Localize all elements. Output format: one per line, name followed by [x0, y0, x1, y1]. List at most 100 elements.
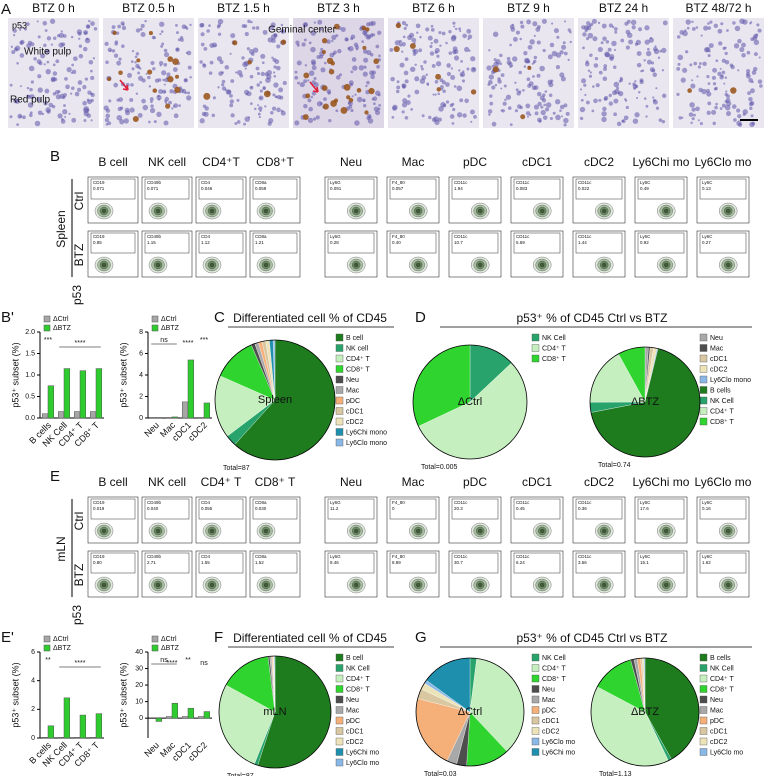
nucleus [676, 92, 680, 96]
nucleus [118, 97, 124, 102]
nucleus [354, 120, 360, 126]
nucleus [678, 116, 682, 120]
p53-nucleus [165, 103, 171, 109]
nucleus [420, 67, 424, 71]
nucleus [173, 105, 176, 108]
legend-label: Neu [346, 697, 359, 704]
nucleus [255, 26, 260, 30]
legend-label: pDC [710, 718, 724, 725]
nucleus [115, 31, 120, 35]
p53-nucleus [148, 31, 153, 36]
nucleus [753, 52, 758, 57]
legend-swatch [335, 727, 344, 735]
gate [451, 498, 499, 520]
nucleus [536, 40, 541, 45]
nucleus [171, 107, 174, 110]
nucleus [229, 94, 233, 98]
nucleus [225, 89, 232, 95]
nucleus [302, 22, 308, 28]
nucleus [708, 43, 714, 49]
nucleus [209, 60, 214, 65]
nucleus [646, 59, 652, 65]
legend-label: ΔBTZ [53, 325, 72, 332]
nucleus [592, 85, 595, 88]
contour [354, 262, 359, 268]
gate [252, 232, 298, 254]
pie-total: Total=87 [227, 773, 254, 776]
nucleus [63, 104, 66, 107]
nucleus [559, 104, 565, 110]
nucleus [313, 21, 316, 24]
p53-nucleus [343, 83, 351, 91]
nucleus [36, 96, 42, 102]
nucleus [751, 70, 757, 75]
nucleus [377, 93, 381, 97]
bar [165, 716, 173, 719]
nucleus [748, 96, 753, 102]
nucleus [216, 56, 222, 62]
nucleus [442, 89, 446, 93]
gate-value: 0.40 [392, 240, 401, 245]
nucleus [702, 61, 707, 67]
gate-name: CD11c [578, 500, 592, 505]
nucleus [445, 41, 448, 45]
nucleus [199, 60, 203, 64]
legend-label: Ly6Chi mono [346, 429, 387, 436]
nucleus [157, 78, 162, 82]
nucleus [204, 106, 209, 111]
nucleus [135, 92, 139, 95]
nucleus [280, 109, 284, 113]
nucleus [488, 113, 491, 116]
nucleus [46, 60, 50, 64]
panel-letter: A [1, 1, 11, 18]
gate-value: 0.040 [147, 506, 159, 511]
nucleus [534, 111, 539, 116]
nucleus [57, 113, 63, 119]
nucleus [366, 50, 372, 56]
nucleus [29, 113, 33, 118]
nucleus [543, 103, 546, 107]
nucleus [645, 115, 648, 118]
nucleus [335, 75, 341, 80]
p53-nucleus [132, 116, 139, 123]
nucleus [362, 71, 368, 77]
nucleus [326, 39, 331, 44]
gate-name: F4_80 [392, 234, 405, 239]
gate-name: CD49b [147, 234, 162, 239]
nucleus [583, 83, 587, 87]
gate [699, 498, 747, 520]
gate-value: 0.49 [640, 186, 649, 191]
nucleus [526, 77, 531, 82]
legend-swatch [335, 407, 344, 415]
nucleus [43, 43, 47, 48]
legend-label: cDC1 [346, 728, 364, 735]
nucleus [245, 93, 248, 96]
nucleus [158, 89, 164, 95]
nucleus [187, 65, 192, 70]
legend-swatch [531, 706, 540, 714]
nucleus [432, 93, 435, 96]
bar [187, 359, 195, 419]
nucleus [310, 30, 317, 36]
bar [165, 417, 173, 419]
gate-value: 0.083 [516, 186, 528, 191]
nucleus [644, 25, 650, 31]
nucleus [19, 53, 25, 58]
nucleus [467, 34, 473, 40]
nucleus [129, 107, 135, 113]
nucleus [560, 76, 566, 82]
legend-label: Ly6Clo mono [710, 377, 751, 384]
nucleus [508, 62, 513, 67]
nucleus [169, 89, 174, 94]
nucleus [131, 67, 135, 71]
nucleus [416, 31, 419, 34]
population-header: cDC2 [584, 155, 614, 169]
bar [89, 737, 97, 739]
nucleus [236, 69, 243, 76]
nucleus [50, 43, 53, 46]
bar [203, 711, 211, 719]
nucleus [172, 67, 178, 72]
nucleus [37, 74, 42, 79]
nucleus [70, 86, 75, 91]
nucleus [266, 69, 272, 76]
